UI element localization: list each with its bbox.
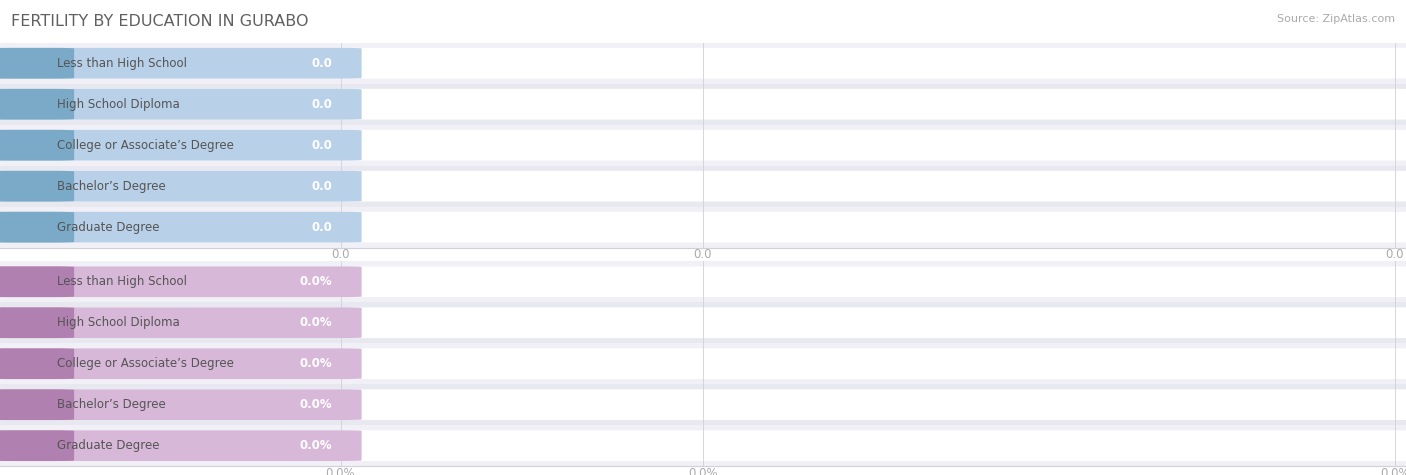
- Text: 0.0%: 0.0%: [326, 467, 356, 475]
- Text: 0.0: 0.0: [311, 139, 332, 152]
- FancyBboxPatch shape: [0, 171, 1406, 201]
- FancyBboxPatch shape: [0, 89, 1406, 120]
- FancyBboxPatch shape: [0, 48, 75, 78]
- Bar: [0, 425, 1406, 466]
- Bar: [0, 125, 1406, 166]
- Text: 0.0: 0.0: [311, 98, 332, 111]
- FancyBboxPatch shape: [0, 212, 75, 243]
- Text: 0.0%: 0.0%: [299, 357, 332, 370]
- Text: 0.0%: 0.0%: [1379, 467, 1406, 475]
- FancyBboxPatch shape: [0, 390, 361, 420]
- Text: Graduate Degree: Graduate Degree: [58, 221, 160, 234]
- FancyBboxPatch shape: [0, 307, 361, 338]
- Text: 0.0%: 0.0%: [299, 398, 332, 411]
- Text: 0.0%: 0.0%: [688, 467, 718, 475]
- FancyBboxPatch shape: [0, 130, 1406, 161]
- Bar: [0, 207, 1406, 247]
- FancyBboxPatch shape: [0, 89, 75, 120]
- Text: 0.0: 0.0: [332, 248, 350, 261]
- Bar: [0, 84, 1406, 125]
- FancyBboxPatch shape: [0, 348, 75, 379]
- FancyBboxPatch shape: [0, 130, 361, 161]
- FancyBboxPatch shape: [0, 348, 361, 379]
- FancyBboxPatch shape: [0, 89, 361, 120]
- Bar: [0, 384, 1406, 425]
- FancyBboxPatch shape: [0, 212, 1406, 243]
- Bar: [0, 166, 1406, 207]
- Text: Less than High School: Less than High School: [58, 57, 187, 70]
- FancyBboxPatch shape: [0, 266, 1406, 297]
- FancyBboxPatch shape: [0, 430, 1406, 461]
- Text: College or Associate’s Degree: College or Associate’s Degree: [58, 357, 235, 370]
- FancyBboxPatch shape: [0, 390, 1406, 420]
- FancyBboxPatch shape: [0, 48, 1406, 78]
- Text: FERTILITY BY EDUCATION IN GURABO: FERTILITY BY EDUCATION IN GURABO: [11, 14, 309, 29]
- Text: 0.0: 0.0: [693, 248, 713, 261]
- Text: 0.0%: 0.0%: [299, 275, 332, 288]
- FancyBboxPatch shape: [0, 307, 75, 338]
- FancyBboxPatch shape: [0, 430, 75, 461]
- Bar: [0, 261, 1406, 302]
- FancyBboxPatch shape: [0, 48, 361, 78]
- Bar: [0, 343, 1406, 384]
- Text: 0.0%: 0.0%: [299, 316, 332, 329]
- FancyBboxPatch shape: [0, 390, 75, 420]
- Bar: [0, 43, 1406, 84]
- Text: Graduate Degree: Graduate Degree: [58, 439, 160, 452]
- Text: 0.0: 0.0: [311, 57, 332, 70]
- FancyBboxPatch shape: [0, 212, 361, 243]
- Bar: [0, 302, 1406, 343]
- Text: 0.0: 0.0: [311, 221, 332, 234]
- Text: Source: ZipAtlas.com: Source: ZipAtlas.com: [1277, 14, 1395, 24]
- FancyBboxPatch shape: [0, 307, 1406, 338]
- Text: 0.0%: 0.0%: [299, 439, 332, 452]
- Text: 0.0: 0.0: [311, 180, 332, 193]
- Text: Less than High School: Less than High School: [58, 275, 187, 288]
- Text: College or Associate’s Degree: College or Associate’s Degree: [58, 139, 235, 152]
- Text: Bachelor’s Degree: Bachelor’s Degree: [58, 180, 166, 193]
- Text: High School Diploma: High School Diploma: [58, 316, 180, 329]
- FancyBboxPatch shape: [0, 130, 75, 161]
- FancyBboxPatch shape: [0, 171, 361, 201]
- FancyBboxPatch shape: [0, 266, 75, 297]
- Text: High School Diploma: High School Diploma: [58, 98, 180, 111]
- FancyBboxPatch shape: [0, 171, 75, 201]
- Text: Bachelor’s Degree: Bachelor’s Degree: [58, 398, 166, 411]
- FancyBboxPatch shape: [0, 266, 361, 297]
- Text: 0.0: 0.0: [1385, 248, 1405, 261]
- FancyBboxPatch shape: [0, 348, 1406, 379]
- FancyBboxPatch shape: [0, 430, 361, 461]
